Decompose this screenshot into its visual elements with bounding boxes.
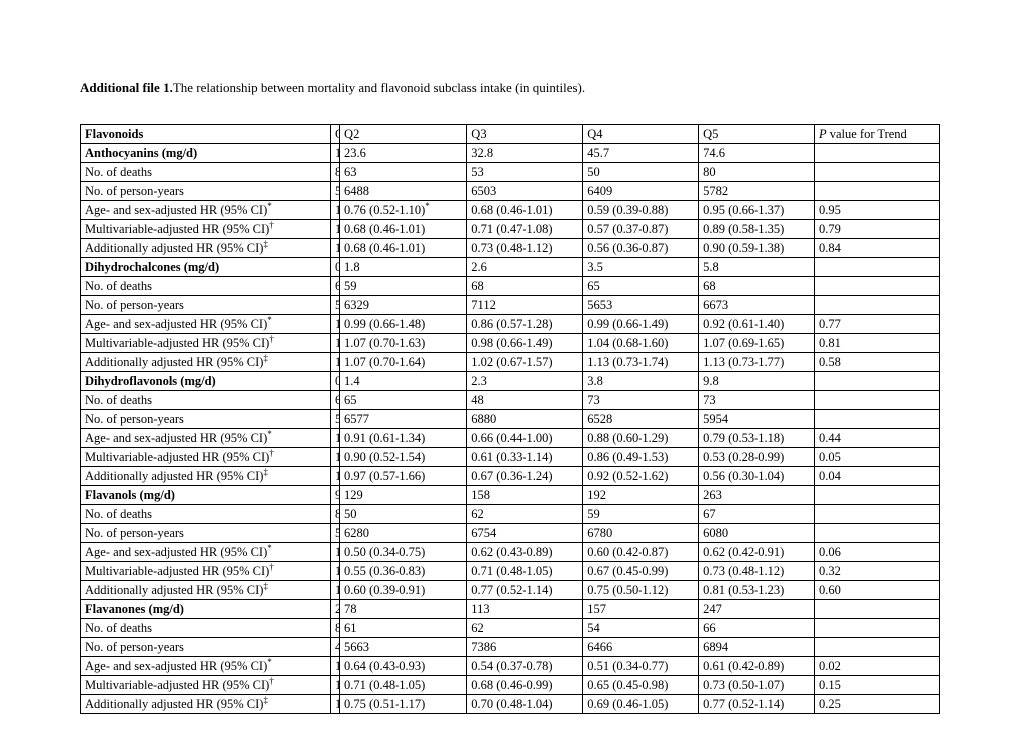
table-row: No. of deaths861625466 — [81, 619, 940, 638]
table-row: No. of person-years56577688065285954 — [81, 410, 940, 429]
table-row: Dihydrochalcones (mg/d)01.82.63.55.8 — [81, 258, 940, 277]
table-row: Age- and sex-adjusted HR (95% CI)*10.64 … — [81, 657, 940, 676]
caption-lead: Additional file 1. — [80, 80, 173, 95]
hdr-q2: Q2 — [340, 125, 467, 144]
table-row: Multivariable-adjusted HR (95% CI)†10.90… — [81, 448, 940, 467]
hdr-q3: Q3 — [467, 125, 583, 144]
table-row: No. of deaths659686568 — [81, 277, 940, 296]
table-row: Additionally adjusted HR (95% CI)‡11.07 … — [81, 353, 940, 372]
table-row: Age- and sex-adjusted HR (95% CI)*10.91 … — [81, 429, 940, 448]
table-row: Age- and sex-adjusted HR (95% CI)*10.76 … — [81, 201, 940, 220]
table-row: No. of person-years56280675467806080 — [81, 524, 940, 543]
table-row: Flavanols (mg/d)9129158192263 — [81, 486, 940, 505]
table-row: No. of person-years45663738664666894 — [81, 638, 940, 657]
hdr-q5: Q5 — [699, 125, 815, 144]
flavonoid-table: Flavonoids Q Q2 Q3 Q4 Q5 P value for Tre… — [80, 124, 940, 714]
hdr-label: Flavonoids — [81, 125, 331, 144]
table-row: Dihydroflavonols (mg/d)01.42.33.89.8 — [81, 372, 940, 391]
table-caption: Additional file 1.The relationship betwe… — [80, 80, 940, 96]
table-row: No. of deaths850625967 — [81, 505, 940, 524]
hdr-p: P value for Trend — [814, 125, 939, 144]
table-row: Additionally adjusted HR (95% CI)‡10.97 … — [81, 467, 940, 486]
table-row: Age- and sex-adjusted HR (95% CI)*10.50 … — [81, 543, 940, 562]
header-row: Flavonoids Q Q2 Q3 Q4 Q5 P value for Tre… — [81, 125, 940, 144]
table-row: Multivariable-adjusted HR (95% CI)†10.55… — [81, 562, 940, 581]
table-row: Multivariable-adjusted HR (95% CI)†10.71… — [81, 676, 940, 695]
hdr-q4: Q4 — [583, 125, 699, 144]
table-row: Additionally adjusted HR (95% CI)‡10.68 … — [81, 239, 940, 258]
table-row: Additionally adjusted HR (95% CI)‡10.60 … — [81, 581, 940, 600]
table-row: Multivariable-adjusted HR (95% CI)†10.68… — [81, 220, 940, 239]
table-row: Anthocyanins (mg/d)123.632.845.774.6 — [81, 144, 940, 163]
table-row: No. of person-years56488650364095782 — [81, 182, 940, 201]
table-row: Age- and sex-adjusted HR (95% CI)*10.99 … — [81, 315, 940, 334]
table-row: Multivariable-adjusted HR (95% CI)†11.07… — [81, 334, 940, 353]
caption-rest: The relationship between mortality and f… — [173, 80, 585, 95]
table-row: Flavanones (mg/d)278113157247 — [81, 600, 940, 619]
table-row: Additionally adjusted HR (95% CI)‡10.75 … — [81, 695, 940, 714]
hdr-q1: Q — [330, 125, 339, 144]
table-row: No. of deaths863535080 — [81, 163, 940, 182]
table-row: No. of person-years56329711256536673 — [81, 296, 940, 315]
table-row: No. of deaths665487373 — [81, 391, 940, 410]
